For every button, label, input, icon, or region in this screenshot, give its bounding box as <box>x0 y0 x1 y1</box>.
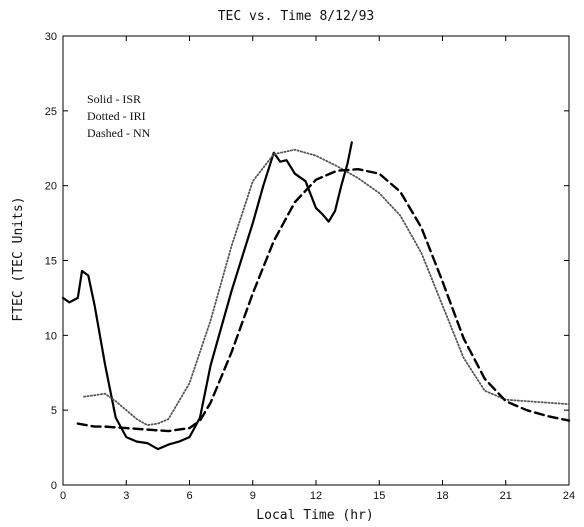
series-line-nn <box>76 167 571 433</box>
legend-entry-isr: Solid - ISR <box>87 92 141 106</box>
legend-entry-iri: Dotted - IRI <box>87 109 146 123</box>
plot-area: 0 3 6 9 12 15 18 21 24 0 5 10 15 20 25 30 <box>45 31 575 502</box>
x-tick-label: 15 <box>373 490 385 502</box>
x-tick-label: 24 <box>563 490 575 502</box>
x-tick-label: 3 <box>123 490 129 502</box>
y-tick-label: 20 <box>45 181 57 193</box>
x-tick-label: 12 <box>310 490 322 502</box>
x-tick-label: 0 <box>60 490 66 502</box>
series-line-iri <box>83 148 570 427</box>
y-tick-label: 0 <box>51 480 57 492</box>
series-line-isr <box>61 141 353 451</box>
y-tick-label: 25 <box>45 106 57 118</box>
x-tick-label: 9 <box>250 490 256 502</box>
x-tick-label: 21 <box>500 490 512 502</box>
legend-entry-nn: Dashed - NN <box>87 126 151 140</box>
y-tick-label: 10 <box>45 330 57 342</box>
y-tick-label: 15 <box>45 256 57 268</box>
x-tick-label: 6 <box>186 490 192 502</box>
y-tick-label: 30 <box>45 31 57 43</box>
x-tick-label: 18 <box>436 490 448 502</box>
y-tick-label: 5 <box>51 405 57 417</box>
chart-title: TEC vs. Time 8/12/93 <box>218 9 375 24</box>
y-axis-label: FTEC (TEC Units) <box>11 196 26 321</box>
x-axis-label: Local Time (hr) <box>256 508 373 523</box>
legend: Solid - ISR Dotted - IRI Dashed - NN <box>87 92 151 140</box>
